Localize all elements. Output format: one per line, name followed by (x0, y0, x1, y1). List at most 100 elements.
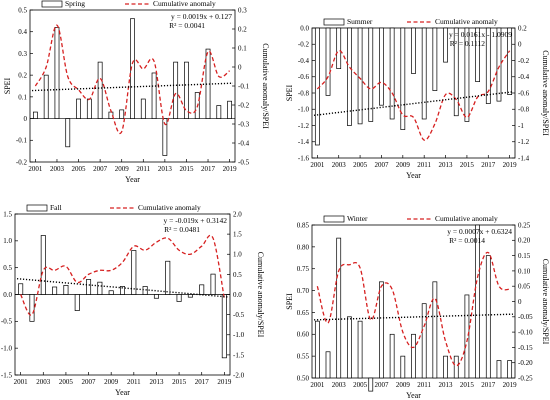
y2-tick-label: -0.2 (238, 101, 250, 109)
x-tick-label: 2015 (172, 378, 187, 386)
bar (65, 118, 71, 148)
y2-tick-label: -0.10 (518, 329, 533, 337)
y-axis-title: SPEI (3, 77, 12, 94)
y2-tick-label: -0.8 (518, 106, 530, 114)
y-tick-label: -0.8 (298, 89, 310, 97)
y-tick-label: 0.2 (18, 72, 27, 80)
bar (357, 320, 363, 379)
y2-tick-label: 0 (238, 63, 242, 71)
y2-tick-label: -1.0 (233, 331, 245, 339)
cumulative-anomaly-line (20, 234, 225, 316)
bar (32, 111, 38, 119)
cumulative-anomaly-line (316, 50, 511, 141)
bar (176, 294, 182, 302)
y2-tick-label: 0.2 (238, 25, 247, 33)
y-tick-label: 0.5 (3, 264, 12, 272)
x-axis-title: Year (125, 175, 140, 184)
y-tick-label: 0.3 (18, 50, 27, 58)
x-tick-label: 2009 (115, 165, 130, 173)
y-tick-label: 0.0 (300, 24, 309, 32)
bar (379, 27, 384, 106)
trend-equation: y = 0.0161x - 1.0909 (449, 30, 512, 39)
y-tick-label: 0.70 (297, 287, 310, 295)
y2-tick-label: 0.05 (518, 283, 531, 291)
trend-r-squared: R² = 0.1112 (450, 39, 486, 48)
x-tick-label: 2011 (127, 378, 141, 386)
y2-tick-label: 0.0 (233, 291, 242, 299)
y-tick-label: 0.80 (297, 243, 310, 251)
bar (389, 27, 395, 120)
y2-tick-label: -0.1 (238, 82, 250, 90)
bar (130, 18, 135, 119)
trend-equation: y = 0.0019x + 0.127 (171, 12, 232, 21)
bar (151, 72, 157, 119)
chart-panel-4: 0.50 0.55 0.60 0.65 0.70 0.75 0.80 0.85 -0.25 -0.… (285, 214, 550, 400)
bar (221, 294, 227, 359)
legend-line-label: Cumulative anomaly (435, 17, 498, 26)
bar (52, 286, 58, 295)
y-tick-label: 0.4 (18, 28, 27, 36)
legend-bar-swatch (41, 0, 63, 8)
chart-panel-2: -1.6 -1.4 -1.2 -1.0 -0.8 -0.6 -0.4 -0.2 0.0 -1.4 -… (285, 17, 550, 180)
y2-tick-label: -1.5 (233, 351, 245, 359)
bar (54, 27, 60, 119)
bar (184, 61, 189, 119)
x-tick-label: 2015 (460, 161, 475, 169)
bar (131, 250, 137, 295)
y-tick-label: -1.2 (298, 122, 310, 130)
x-tick-label: 2001 (310, 161, 325, 169)
x-tick-label: 2007 (374, 161, 389, 169)
x-tick-label: 2003 (332, 381, 347, 389)
bar (464, 294, 470, 379)
y-tick-label: -1.0 (1, 345, 13, 353)
bar (63, 285, 69, 295)
legend-bar-label: Summer (347, 17, 373, 26)
bar (368, 27, 374, 122)
x-tick-label: 2005 (353, 381, 368, 389)
bar (153, 294, 159, 299)
legend-bar-label: Spring (65, 0, 85, 8)
y2-tick-label: 0.3 (238, 6, 247, 14)
y-tick-label: -0.2 (298, 41, 310, 49)
y-tick-label: 0.0 (3, 291, 12, 299)
y2-tick-label: -1.2 (518, 138, 530, 146)
legend-line-label: Cumulative anomaly (138, 203, 201, 212)
cumulative-anomaly-line (34, 24, 230, 134)
y2-tick-label: -0.15 (518, 344, 533, 352)
y2-tick-label: -0.3 (238, 120, 250, 128)
bar (108, 290, 114, 295)
x-tick-label: 2017 (201, 165, 216, 173)
bar (485, 255, 491, 379)
bar (314, 320, 320, 379)
bar (485, 27, 491, 104)
trend-line (16, 277, 229, 298)
chart-panel-1: -0.2 -0.1 0 0.1 0.2 0.3 0.4 0.5 -0.5 -0.4 -0.3 -0.2… (3, 0, 270, 184)
y2-tick-label: 0.5 (233, 271, 242, 279)
y2-tick-label: -0.05 (518, 313, 533, 321)
bar (74, 294, 80, 311)
bar (199, 284, 205, 295)
trend-equation: y = -0.019x + 0.3142 (164, 216, 228, 225)
bar (347, 27, 352, 126)
x-tick-label: 2011 (417, 161, 431, 169)
y2-tick-label: 0.15 (518, 252, 531, 260)
y-tick-label: 0.5 (18, 6, 27, 14)
cumulative-anomaly-line (316, 251, 510, 367)
y2-tick-label: -0.2 (518, 57, 530, 65)
x-tick-label: 2019 (217, 378, 232, 386)
bar (368, 377, 374, 392)
bar (187, 294, 193, 298)
x-tick-label: 2003 (36, 378, 51, 386)
bar (357, 27, 363, 125)
y2-tick-label: 0 (518, 298, 522, 306)
y-axis-title: SPEI (285, 293, 294, 310)
x-tick-label: 2011 (417, 381, 431, 389)
bar (379, 281, 384, 379)
x-tick-label: 2009 (104, 378, 119, 386)
x-tick-label: 2013 (439, 161, 454, 169)
y2-tick-label: -0.4 (518, 73, 530, 81)
trend-line (313, 313, 514, 321)
y-tick-label: 0.55 (297, 353, 310, 361)
bar (173, 61, 179, 119)
legend-bar-swatch (323, 215, 345, 223)
